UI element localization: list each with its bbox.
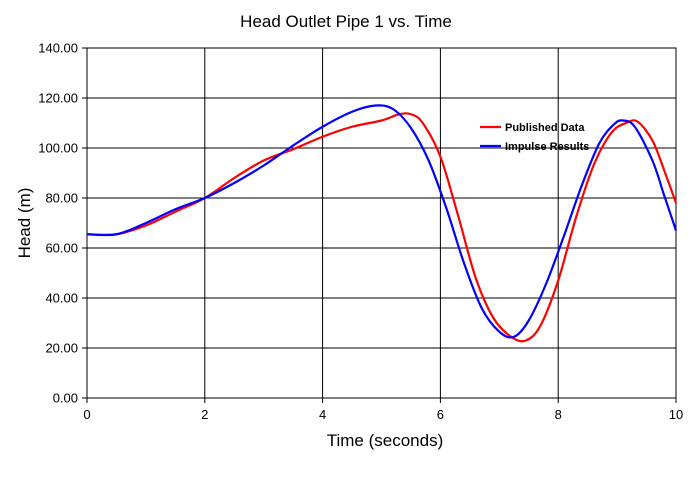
x-tick-label: 8 [555, 407, 562, 422]
series-lines [86, 104, 678, 343]
chart-title: Head Outlet Pipe 1 vs. Time [240, 12, 452, 31]
y-tick-label: 40.00 [45, 291, 78, 306]
series-line-impulse-results [86, 104, 678, 339]
y-tick-label: 0.00 [53, 391, 78, 406]
x-tick-label: 10 [669, 407, 683, 422]
x-axis-ticks: 0 2 4 6 8 10 [83, 398, 683, 422]
y-tick-label: 140.00 [38, 41, 78, 56]
y-axis-label: Head (m) [15, 188, 34, 259]
y-axis-ticks: 0.00 20.00 40.00 60.00 80.00 100.00 120.00 140.… [38, 41, 87, 406]
gridlines [86, 47, 677, 399]
plot-area [86, 47, 677, 399]
y-tick-label: 20.00 [45, 341, 78, 356]
x-tick-label: 0 [83, 407, 90, 422]
y-tick-label: 60.00 [45, 241, 78, 256]
x-tick-label: 4 [319, 407, 326, 422]
series-line-published-data [86, 112, 678, 343]
x-tick-label: 6 [437, 407, 444, 422]
y-tick-label: 80.00 [45, 191, 78, 206]
legend: Published Data Impulse Results [480, 122, 589, 153]
y-tick-label: 120.00 [38, 91, 78, 106]
legend-label-impulse-results: Impulse Results [505, 141, 589, 153]
legend-label-published-data: Published Data [505, 122, 585, 134]
y-tick-label: 100.00 [38, 141, 78, 156]
x-axis-label: Time (seconds) [327, 431, 444, 450]
x-tick-label: 2 [201, 407, 208, 422]
